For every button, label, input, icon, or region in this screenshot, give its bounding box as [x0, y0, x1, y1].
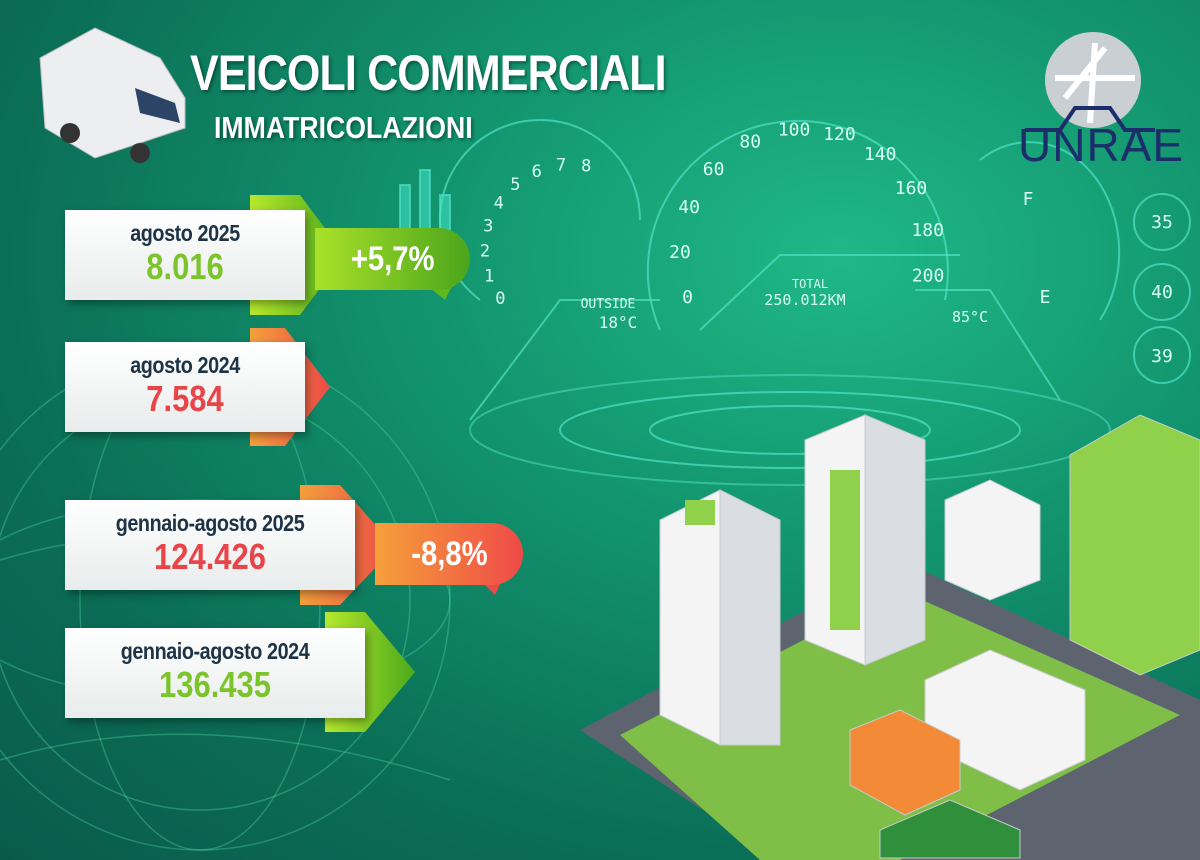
- speed-tick: 120: [823, 124, 856, 145]
- rpm-tick: 0: [495, 289, 505, 309]
- tire-pressure: 35: [1151, 212, 1173, 233]
- speed-tick: 40: [678, 197, 700, 218]
- van-icon: [39, 27, 186, 163]
- outside-temp: 18°C: [599, 313, 638, 332]
- card-value: 7.584: [146, 378, 224, 419]
- card-value: 124.426: [154, 536, 266, 577]
- speed-tick: 20: [669, 242, 691, 263]
- city-illustration: [580, 414, 1200, 860]
- rpm-tick: 3: [483, 217, 493, 237]
- card-label: gennaio-agosto 2024: [120, 638, 310, 664]
- card-value: 136.435: [159, 664, 271, 705]
- rpm-tick: 2: [480, 241, 490, 261]
- speed-tick: 140: [864, 144, 897, 165]
- card-aug-2024: agosto 2024 7.584: [65, 342, 305, 432]
- card-jan-aug-2024: gennaio-agosto 2024 136.435: [65, 628, 365, 718]
- fuel-full: F: [1023, 189, 1034, 210]
- page-title: VEICOLI COMMERCIALI: [190, 45, 667, 101]
- rpm-tick: 8: [581, 157, 591, 177]
- card-value: 8.016: [146, 246, 224, 287]
- tire-pressure: 40: [1151, 282, 1173, 303]
- rpm-tick: 6: [532, 162, 542, 182]
- speed-tick: 80: [739, 132, 761, 153]
- card-label: agosto 2025: [130, 220, 240, 246]
- total-km: 250.012KM: [764, 291, 845, 309]
- rpm-tick: 7: [556, 155, 566, 175]
- speed-tick: 60: [703, 159, 725, 180]
- speed-tick: 180: [911, 220, 944, 241]
- tire-pressure: 39: [1151, 346, 1173, 367]
- unrae-logo: [1025, 32, 1155, 132]
- card-jan-aug-2025: gennaio-agosto 2025 124.426: [65, 500, 355, 590]
- speed-tick: 100: [778, 119, 811, 140]
- card-label: gennaio-agosto 2025: [115, 510, 305, 536]
- page-subtitle: IMMATRICOLAZIONI: [214, 110, 473, 145]
- rpm-tick: 4: [494, 194, 504, 214]
- speed-tick: 0: [682, 287, 693, 308]
- total-label: TOTAL: [792, 277, 828, 291]
- outside-label: OUTSIDE: [581, 297, 636, 312]
- card-aug-2025: agosto 2025 8.016: [65, 210, 305, 300]
- speed-tick: 200: [912, 266, 945, 287]
- fuel-empty: E: [1040, 287, 1051, 308]
- speed-tick: 160: [895, 178, 928, 199]
- change-badge-ytd: -8,8%: [375, 523, 523, 585]
- logo-text: UNRAE: [1018, 119, 1185, 171]
- engine-temp: 85°C: [952, 308, 988, 326]
- rpm-tick: 5: [510, 175, 520, 195]
- dashboard-graphic: [399, 119, 1191, 486]
- change-badge-month: +5,7%: [315, 228, 470, 290]
- card-label: agosto 2024: [130, 352, 240, 378]
- rpm-tick: 1: [484, 266, 494, 286]
